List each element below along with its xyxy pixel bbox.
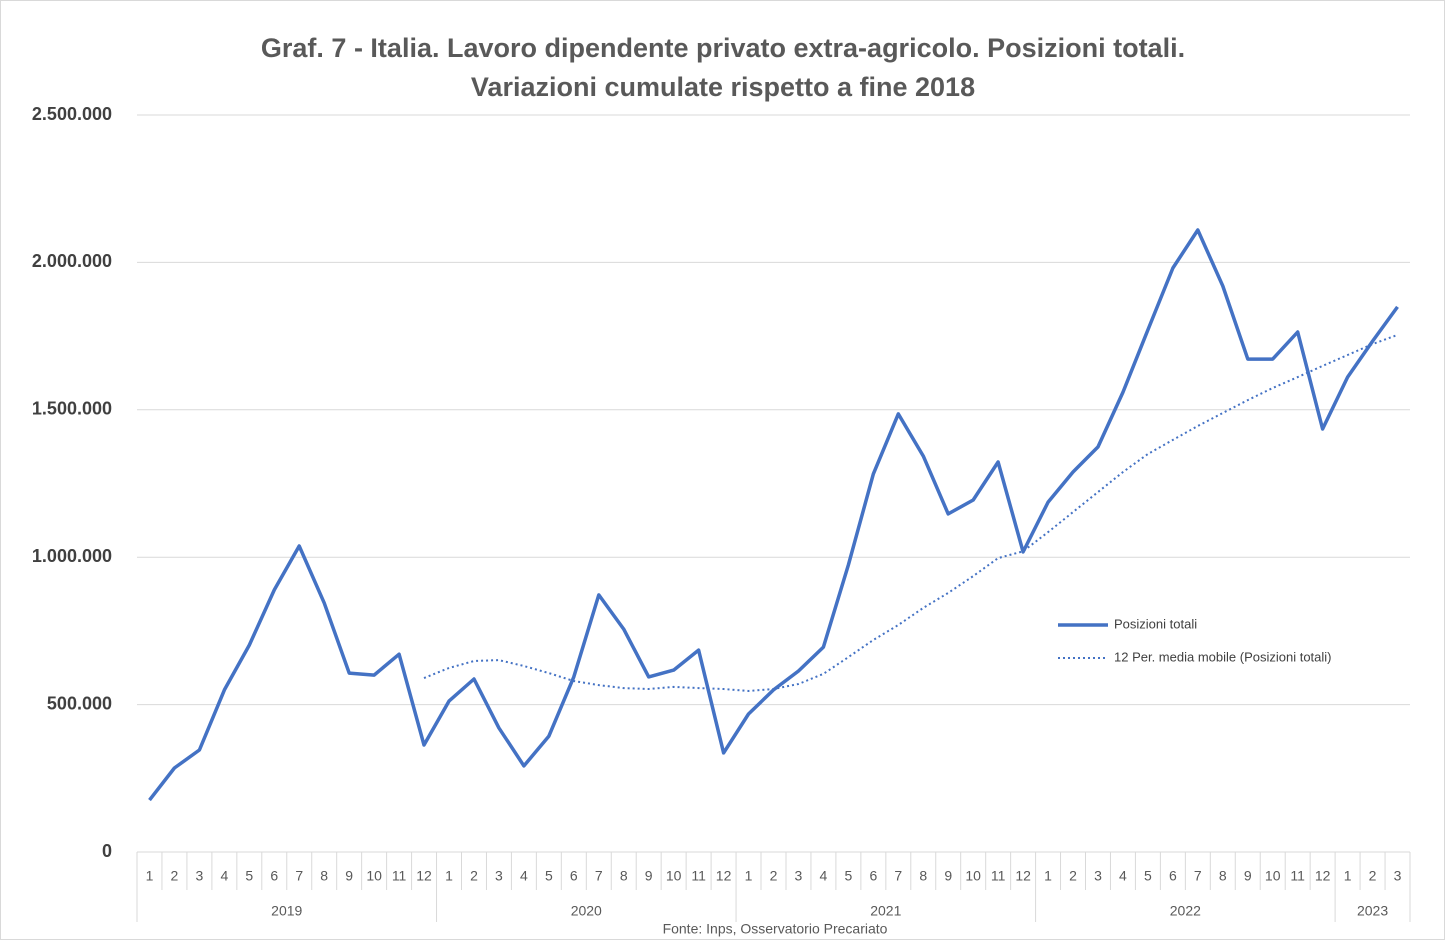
x-tick-label: 8 xyxy=(620,868,628,884)
x-tick-label: 7 xyxy=(595,868,603,884)
x-group-label: 2019 xyxy=(271,903,302,919)
x-group-label: 2023 xyxy=(1357,903,1388,919)
x-tick-label: 1 xyxy=(745,868,753,884)
x-tick-label: 10 xyxy=(666,868,682,884)
x-tick-label: 9 xyxy=(645,868,653,884)
x-tick-label: 12 xyxy=(1315,868,1331,884)
y-tick-label: 1.000.000 xyxy=(32,546,112,566)
y-tick-label: 500.000 xyxy=(47,693,112,713)
x-tick-label: 6 xyxy=(270,868,278,884)
x-tick-label: 4 xyxy=(220,868,228,884)
legend-label: 12 Per. media mobile (Posizioni totali) xyxy=(1114,649,1332,664)
x-tick-label: 2 xyxy=(171,868,179,884)
x-tick-label: 5 xyxy=(1144,868,1152,884)
x-group-label: 2022 xyxy=(1170,903,1201,919)
x-tick-label: 1 xyxy=(146,868,154,884)
x-group-label: 2021 xyxy=(870,903,901,919)
x-tick-label: 8 xyxy=(320,868,328,884)
x-tick-label: 12 xyxy=(416,868,432,884)
x-tick-label: 11 xyxy=(991,868,1006,884)
chart-title: Graf. 7 - Italia. Lavoro dipendente priv… xyxy=(261,33,1185,63)
x-tick-label: 11 xyxy=(392,868,407,884)
y-tick-label: 1.500.000 xyxy=(32,399,112,419)
x-tick-label: 6 xyxy=(869,868,877,884)
y-tick-label: 2.000.000 xyxy=(32,251,112,271)
x-tick-label: 10 xyxy=(366,868,382,884)
x-tick-label: 9 xyxy=(944,868,952,884)
x-tick-label: 8 xyxy=(1219,868,1227,884)
x-tick-label: 11 xyxy=(691,868,706,884)
x-tick-label: 4 xyxy=(820,868,828,884)
chart-title: Variazioni cumulate rispetto a fine 2018 xyxy=(471,72,975,102)
x-tick-label: 3 xyxy=(1094,868,1102,884)
x-tick-label: 2 xyxy=(470,868,478,884)
x-tick-label: 1 xyxy=(1044,868,1052,884)
x-tick-label: 8 xyxy=(919,868,927,884)
x-tick-label: 1 xyxy=(445,868,453,884)
x-tick-label: 9 xyxy=(1244,868,1252,884)
x-tick-label: 12 xyxy=(716,868,732,884)
x-tick-label: 5 xyxy=(844,868,852,884)
x-tick-label: 3 xyxy=(1394,868,1402,884)
x-tick-label: 6 xyxy=(1169,868,1177,884)
y-tick-label: 2.500.000 xyxy=(32,104,112,124)
x-tick-label: 10 xyxy=(965,868,981,884)
y-tick-label: 0 xyxy=(102,841,112,861)
x-tick-label: 5 xyxy=(245,868,253,884)
x-tick-label: 9 xyxy=(345,868,353,884)
x-tick-label: 2 xyxy=(1069,868,1077,884)
x-tick-label: 3 xyxy=(795,868,803,884)
x-tick-label: 4 xyxy=(520,868,528,884)
x-tick-label: 12 xyxy=(1015,868,1031,884)
legend-label: Posizioni totali xyxy=(1114,616,1197,631)
x-tick-label: 6 xyxy=(570,868,578,884)
source-note: Fonte: Inps, Osservatorio Precariato xyxy=(663,921,888,937)
x-tick-label: 4 xyxy=(1119,868,1127,884)
x-tick-label: 3 xyxy=(495,868,503,884)
x-tick-label: 7 xyxy=(1194,868,1202,884)
x-tick-label: 2 xyxy=(1369,868,1377,884)
x-tick-label: 10 xyxy=(1265,868,1281,884)
x-tick-label: 3 xyxy=(196,868,204,884)
x-tick-label: 5 xyxy=(545,868,553,884)
x-tick-label: 2 xyxy=(770,868,778,884)
trend-line xyxy=(423,333,1398,692)
x-tick-label: 7 xyxy=(295,868,303,884)
x-tick-label: 1 xyxy=(1344,868,1352,884)
x-tick-label: 7 xyxy=(894,868,902,884)
x-group-label: 2020 xyxy=(571,903,602,919)
x-tick-label: 11 xyxy=(1290,868,1305,884)
